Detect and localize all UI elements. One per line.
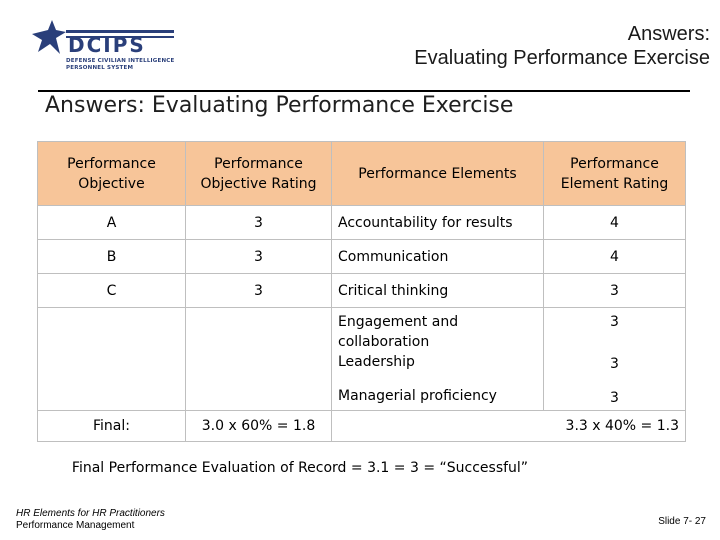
empty-cell (37, 307, 186, 411)
header-title-line1: Answers: (627, 23, 710, 45)
footer-line2: Performance Management (16, 520, 135, 531)
element-cell: Engagement and collaboration Leadership … (331, 307, 544, 411)
slide-title: Answers: Evaluating Performance Exercise (45, 93, 514, 118)
dcips-logo-graphic: DCIPS (32, 20, 174, 57)
summary-text: Final Performance Evaluation of Record =… (71, 460, 529, 476)
element-cell: Critical thinking (331, 273, 544, 308)
table-row: A 3 Accountability for results 4 (37, 205, 686, 240)
element-managerial: Managerial proficiency (338, 388, 497, 404)
rating-engagement: 3 (610, 314, 619, 330)
objective-cell: A (37, 205, 186, 240)
empty-cell (185, 307, 332, 411)
element-rating-cell: 3 (543, 273, 686, 308)
final-element-calc: 3.3 x 40% = 1.3 (331, 410, 686, 442)
table-header-row: Performance Objective Performance Object… (37, 141, 686, 206)
rating-leadership: 3 (610, 356, 619, 372)
logo-wordmark: DCIPS (68, 33, 146, 57)
performance-table: Performance Objective Performance Object… (37, 141, 686, 442)
objective-rating-cell: 3 (185, 205, 332, 240)
table-row: C 3 Critical thinking 3 (37, 273, 686, 308)
header-title: Answers: Evaluating Performance Exercise (414, 22, 710, 70)
element-rating-cell: 4 (543, 239, 686, 274)
column-header: Performance Element Rating (543, 141, 686, 206)
dcips-logo: DCIPS DEFENSE CIVILIAN INTELLIGENCE PERS… (30, 18, 180, 82)
slide-number: Slide 7- 27 (658, 516, 706, 527)
element-engagement: Engagement and collaboration (338, 314, 459, 350)
header-divider (38, 90, 690, 92)
objective-cell: B (37, 239, 186, 274)
element-cell: Accountability for results (331, 205, 544, 240)
final-label: Final: (37, 410, 186, 442)
objective-rating-cell: 3 (185, 273, 332, 308)
element-rating-cell: 4 (543, 205, 686, 240)
footer-line1: HR Elements for HR Practitioners (16, 508, 165, 519)
objective-rating-cell: 3 (185, 239, 332, 274)
footer-course: HR Elements for HR Practitioners Perform… (16, 508, 165, 532)
final-evaluation-summary: Final Performance Evaluation of Record =… (0, 460, 720, 476)
column-header: Performance Elements (331, 141, 544, 206)
final-objective-calc: 3.0 x 60% = 1.8 (185, 410, 332, 442)
table-row: B 3 Communication 4 (37, 239, 686, 274)
element-leadership: Leadership (338, 354, 415, 370)
header-title-line2: Evaluating Performance Exercise (414, 47, 710, 69)
objective-cell: C (37, 273, 186, 308)
table-row: Engagement and collaboration Leadership … (37, 307, 686, 411)
column-header: Performance Objective Rating (185, 141, 332, 206)
final-row: Final: 3.0 x 60% = 1.8 3.3 x 40% = 1.3 (37, 410, 686, 442)
element-rating-cell: 3 3 3 (543, 307, 686, 411)
logo-subtitle: DEFENSE CIVILIAN INTELLIGENCE PERSONNEL … (66, 58, 175, 71)
rating-managerial: 3 (610, 390, 619, 406)
column-header: Performance Objective (37, 141, 186, 206)
element-cell: Communication (331, 239, 544, 274)
